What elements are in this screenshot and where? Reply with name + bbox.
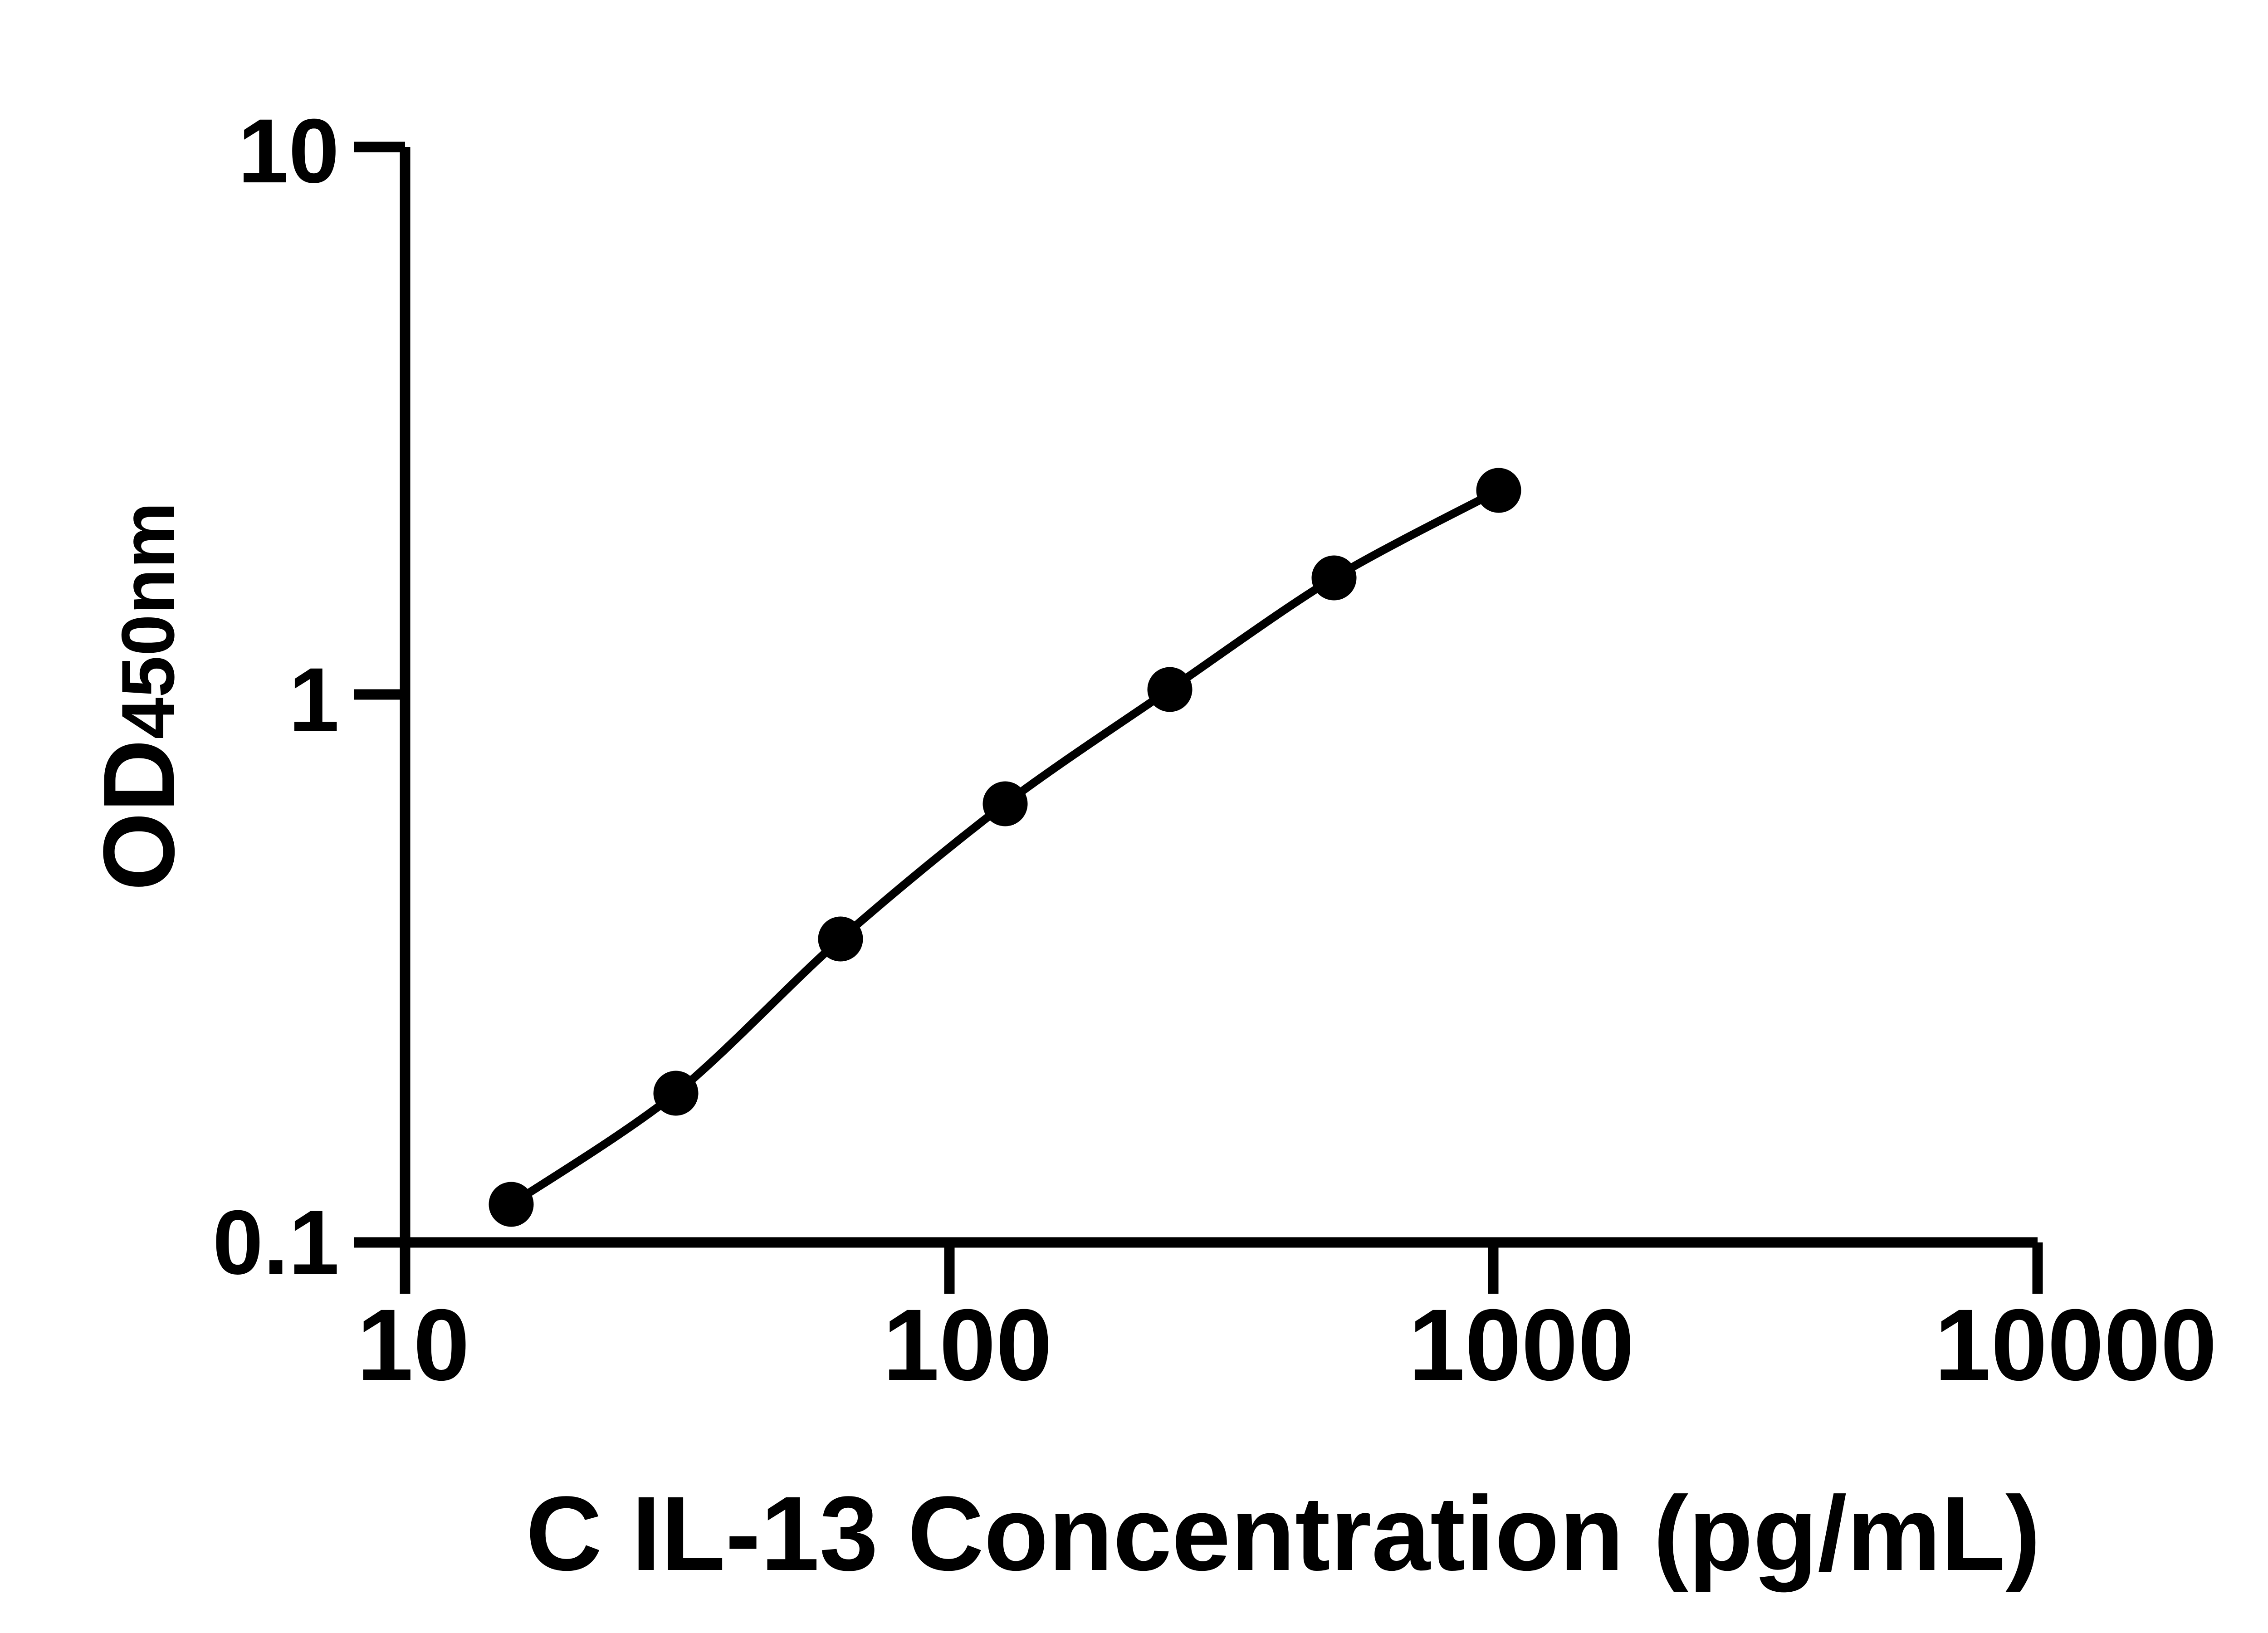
svg-text:450nm: 450nm: [106, 502, 190, 739]
svg-text:1000: 1000: [1408, 1288, 1634, 1402]
svg-text:10000: 10000: [1935, 1288, 2217, 1402]
svg-text:10: 10: [357, 1288, 469, 1402]
svg-text:C IL-13 Concentration (pg/mL): C IL-13 Concentration (pg/mL): [526, 1475, 2041, 1593]
svg-text:10: 10: [238, 100, 339, 202]
svg-text:0.1: 0.1: [213, 1191, 339, 1293]
svg-text:1: 1: [288, 649, 339, 751]
svg-text:100: 100: [883, 1288, 1052, 1402]
svg-text:OD: OD: [83, 739, 196, 891]
